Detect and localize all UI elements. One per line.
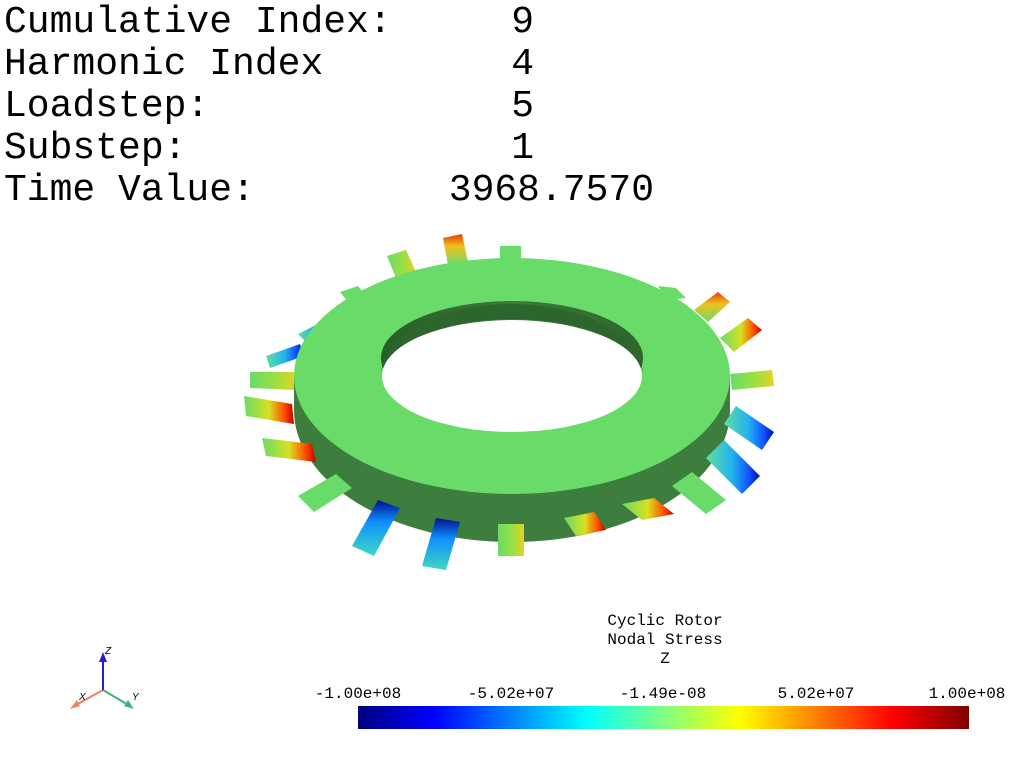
axes-triad xyxy=(70,652,134,709)
z-axis-label: Z xyxy=(105,646,112,657)
loadstep-row: Loadstep: 5 xyxy=(4,86,664,128)
blade xyxy=(672,472,726,514)
harmonic-index-value: 4 xyxy=(511,43,534,86)
blade xyxy=(724,406,774,450)
cumulative-index-value: 9 xyxy=(511,1,534,44)
time-value-value: 3968.7570 xyxy=(448,169,654,212)
y-axis-arrow xyxy=(124,700,134,709)
scalar-bar-colorbar xyxy=(358,706,969,729)
blade xyxy=(564,512,606,536)
x-axis-line xyxy=(73,689,104,707)
substep-row: Substep: 1 xyxy=(4,128,664,170)
z-axis-arrow xyxy=(99,652,107,662)
blade xyxy=(262,438,316,462)
blade xyxy=(622,498,674,520)
blade xyxy=(443,234,468,265)
y-axis-label: Y xyxy=(132,692,139,703)
blade xyxy=(498,524,524,556)
blade xyxy=(250,372,296,390)
harmonic-index-label: Harmonic Index xyxy=(4,43,324,86)
blade xyxy=(706,440,760,494)
blade xyxy=(266,344,304,368)
scalar-bar-title-line1: Cyclic Rotor xyxy=(607,612,723,630)
blade xyxy=(500,246,521,262)
scalar-bar-tick: 1.00e+08 xyxy=(928,685,1006,703)
time-value-row: Time Value: 3968.7570 xyxy=(4,170,664,212)
cumulative-index-row: Cumulative Index: 9 xyxy=(4,2,664,44)
scalar-bar-title-line2: Nodal Stress xyxy=(607,631,723,649)
x-axis-arrow xyxy=(70,700,80,709)
cumulative-index-label: Cumulative Index: xyxy=(4,1,392,44)
time-value-label: Time Value: xyxy=(4,169,255,212)
rotor-disk xyxy=(294,258,730,542)
substep-value: 1 xyxy=(511,127,534,170)
blade xyxy=(352,500,400,556)
front-blades xyxy=(244,396,774,570)
y-axis-line xyxy=(102,689,131,707)
scalar-bar-tick: -1.49e-08 xyxy=(619,685,707,703)
scalar-bar-tick: -1.00e+08 xyxy=(314,685,402,703)
blade xyxy=(730,370,774,390)
scalar-bar-tick: -5.02e+07 xyxy=(467,685,555,703)
blade xyxy=(298,474,352,512)
harmonic-index-row: Harmonic Index 4 xyxy=(4,44,664,86)
x-axis-label: X xyxy=(79,692,86,703)
blade xyxy=(720,318,762,352)
blade xyxy=(244,396,294,424)
back-blades xyxy=(250,234,774,390)
loadstep-label: Loadstep: xyxy=(4,85,210,128)
blade xyxy=(694,292,730,322)
scalar-bar-title-line3: Z xyxy=(660,650,670,668)
blade xyxy=(422,518,460,570)
loadstep-value: 5 xyxy=(511,85,534,128)
scalar-bar-tick: 5.02e+07 xyxy=(777,685,855,703)
blade xyxy=(387,250,416,278)
blade xyxy=(658,286,686,300)
substep-label: Substep: xyxy=(4,127,187,170)
